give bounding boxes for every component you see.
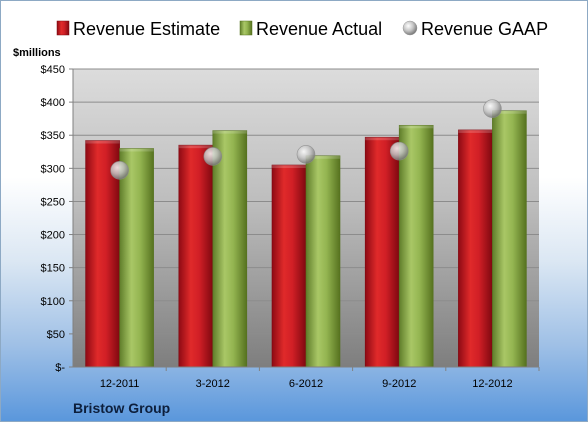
gaap-markers	[110, 99, 502, 180]
marker-revenue-gaap	[483, 99, 502, 119]
y-tick-label: $350	[41, 130, 65, 142]
y-tick-label: $100	[41, 296, 65, 308]
bar-revenue-estimate-highlight	[365, 137, 400, 141]
bar-revenue-actual	[119, 148, 154, 368]
legend-label-actual: Revenue Actual	[256, 19, 382, 39]
bar-revenue-actual	[212, 130, 248, 368]
marker-revenue-gaap	[110, 161, 129, 180]
bar-revenue-estimate-highlight	[458, 129, 493, 133]
y-tick-label: $300	[41, 163, 65, 175]
y-tick-label: $-	[55, 362, 65, 374]
legend-label-estimate: Revenue Estimate	[73, 19, 220, 39]
legend-swatch-gaap	[402, 20, 418, 36]
x-axis-ticks: 12-2011 3-2012 6-2012 9-2012 12-2012	[100, 367, 540, 390]
x-tick-label: 3-2012	[196, 378, 230, 390]
bar-revenue-actual-highlight	[492, 110, 527, 114]
x-tick-label: 12-2012	[472, 378, 512, 390]
unit-label: $millions	[13, 47, 61, 59]
bar-revenue-estimate-highlight	[178, 145, 213, 149]
marker-revenue-gaap	[389, 141, 409, 161]
bar-revenue-estimate-highlight	[272, 165, 306, 169]
x-tick-label: 12-2011	[100, 378, 140, 390]
bar-revenue-actual-highlight	[119, 148, 154, 152]
y-tick-label: $450	[41, 64, 65, 76]
bar-revenue-estimate	[458, 129, 493, 368]
bar-revenue-actual	[398, 124, 434, 368]
x-tick-label: 9-2012	[382, 378, 416, 390]
marker-revenue-gaap	[203, 147, 223, 166]
bar-revenue-actual	[492, 110, 527, 368]
bar-revenue-actual-highlight	[212, 130, 247, 134]
legend-swatch-estimate	[56, 20, 70, 36]
legend-label-gaap: Revenue GAAP	[421, 19, 548, 39]
bar-revenue-estimate	[271, 164, 307, 368]
y-tick-label: $200	[41, 230, 65, 242]
y-tick-label: $250	[41, 196, 65, 208]
y-tick-label: $50	[47, 329, 65, 341]
x-tick-label: 6-2012	[289, 378, 323, 390]
y-tick-label: $400	[41, 97, 65, 109]
legend-swatch-actual	[239, 20, 253, 36]
bar-revenue-estimate	[178, 144, 214, 368]
company-name: Bristow Group	[73, 400, 170, 416]
bar-revenue-actual	[305, 155, 341, 368]
bar-revenue-actual-highlight	[306, 155, 340, 159]
marker-revenue-gaap	[296, 145, 316, 164]
bar-revenue-estimate-highlight	[85, 140, 120, 144]
legend: Revenue Estimate Revenue Actual Revenue …	[56, 19, 548, 39]
bar-revenue-estimate	[364, 136, 400, 368]
y-axis-ticks: $- $50 $100 $150 $200 $250 $300 $350 $400 $450	[41, 64, 73, 374]
bars	[85, 110, 527, 368]
bar-revenue-actual-highlight	[399, 125, 434, 129]
y-tick-label: $150	[41, 263, 65, 275]
